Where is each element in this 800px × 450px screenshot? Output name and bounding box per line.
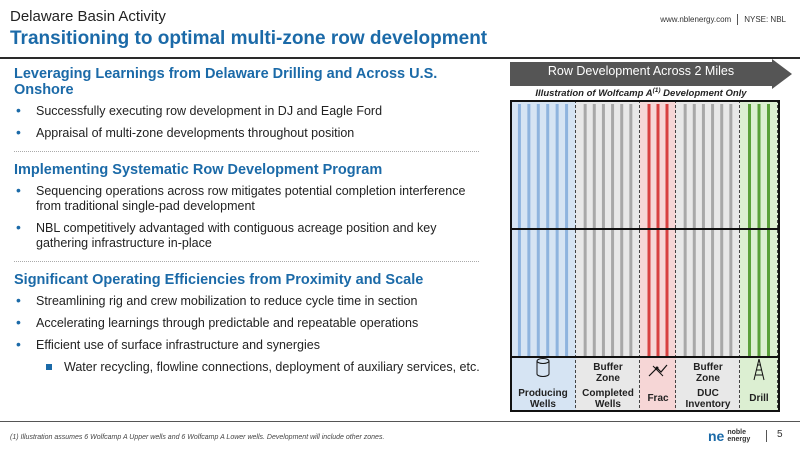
page-title: Transitioning to optimal multi-zone row … xyxy=(10,28,488,49)
zone-label: DUC Inventory xyxy=(685,388,731,410)
arrow-shape xyxy=(510,59,792,89)
bullet-item: • NBL competitively advantaged with conti… xyxy=(16,219,437,251)
section-title: Delaware Basin Activity xyxy=(10,8,166,25)
well-lines xyxy=(576,100,640,412)
section-heading: Implementing Systematic Row Development … xyxy=(14,162,383,178)
header-links: www.nblenergy.com NYSE: NBL xyxy=(660,14,786,25)
zone-background xyxy=(676,100,740,412)
header-divider xyxy=(737,14,739,25)
bullet-item: • Streamlining rig and crew mobilization … xyxy=(16,292,418,309)
well-lines xyxy=(640,100,676,412)
zone-duc-inventory: Buffer Zone DUC Inventory xyxy=(676,100,740,412)
well-lines xyxy=(510,100,576,412)
drill-rig-icon xyxy=(753,358,765,381)
zone-background xyxy=(576,100,640,412)
grid-line xyxy=(510,228,780,230)
section-heading: Leveraging Learnings from Delaware Drill… xyxy=(14,66,438,98)
well-lines xyxy=(676,100,740,412)
zone-drill: Drill xyxy=(740,100,778,412)
bullet-item: • Accelerating learnings through predicta… xyxy=(16,314,419,331)
zone-producing-wells: Producing Wells xyxy=(510,100,576,412)
zone-top-label: Buffer Zone xyxy=(693,362,723,384)
zone-completed-wells: Buffer Zone Completed Wells xyxy=(576,100,640,412)
zone-label: Drill xyxy=(749,393,769,404)
footer-divider xyxy=(766,430,767,442)
arrow-label: Row Development Across 2 Miles xyxy=(547,64,735,78)
illustration-caption: Illustration of Wolfcamp A(1) Developmen… xyxy=(535,87,747,100)
zone-frac: Frac xyxy=(640,100,676,412)
bullet-item: • Successfully executing row development … xyxy=(16,102,383,119)
row-development-diagram: Producing Wells Buffer Zone Completed We… xyxy=(510,100,780,412)
zone-label: Completed Wells xyxy=(582,388,634,410)
footnote: (1) Illustration assumes 6 Wolfcamp A Up… xyxy=(10,434,385,441)
company-logo: ne noble energy xyxy=(708,428,751,444)
frac-icon xyxy=(648,364,668,377)
footer-rule xyxy=(0,421,800,422)
oil-tank-icon xyxy=(536,358,550,377)
zone-background xyxy=(510,100,576,412)
bullet-item: • Efficient use of surface infrastructure… xyxy=(16,336,320,353)
bullet-item: • Sequencing operations across row mitiga… xyxy=(16,182,466,214)
bullet-item: • Appraisal of multi-zone developments th… xyxy=(16,124,355,141)
direction-arrow xyxy=(510,59,792,89)
diagram-frame xyxy=(510,100,780,412)
header-rule xyxy=(0,57,800,59)
section-heading: Significant Operating Efficiencies from … xyxy=(14,272,424,288)
website-link[interactable]: www.nblenergy.com xyxy=(660,15,732,24)
divider xyxy=(14,261,479,262)
grid-line xyxy=(510,356,780,358)
zone-label: Producing Wells xyxy=(518,388,568,410)
divider xyxy=(14,151,479,152)
ticker-label: NYSE: NBL xyxy=(744,15,786,24)
content-column: Leveraging Learnings from Delaware Drill… xyxy=(14,66,484,375)
page-number: 5 xyxy=(777,429,783,440)
zone-top-label: Buffer Zone xyxy=(593,362,623,384)
zone-label: Frac xyxy=(647,393,669,404)
logo-mark-icon: ne xyxy=(708,428,725,444)
sub-bullet-item: Water recycling, flowline connections, d… xyxy=(14,360,484,375)
